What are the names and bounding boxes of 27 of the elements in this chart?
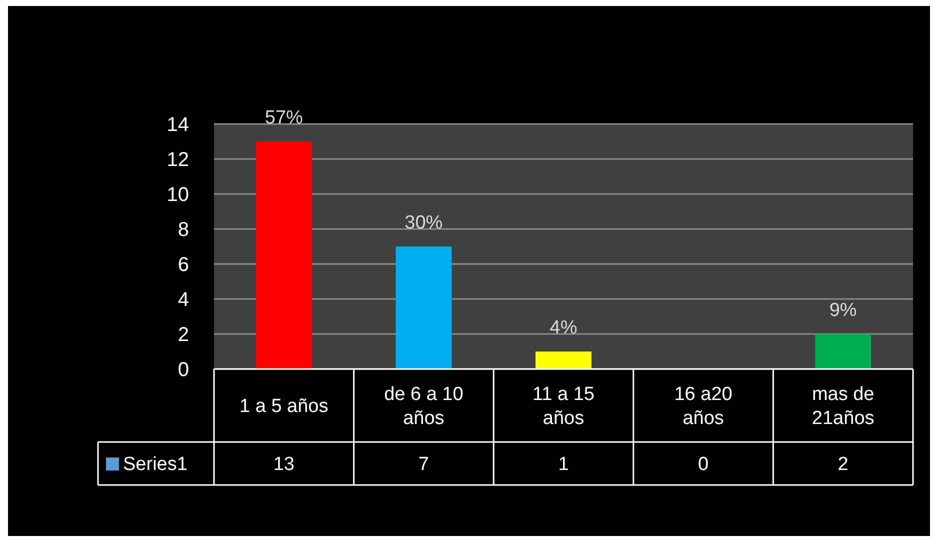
bar — [396, 246, 452, 369]
data-label: 2 — [838, 454, 848, 476]
x-tick-label: 11 a 15 años — [532, 384, 594, 430]
data-label: 7 — [418, 454, 429, 476]
data-label: 0 — [698, 454, 709, 476]
y-tick-label: 12 — [166, 149, 189, 171]
y-tick-label: 4 — [178, 289, 189, 311]
annotation: 30% — [404, 212, 443, 234]
annotation: 9% — [829, 300, 857, 321]
x-tick-label: 1 a 5 años — [240, 396, 328, 418]
bar — [536, 352, 592, 369]
x-tick-label: mas de 21años — [812, 384, 874, 430]
bar — [256, 142, 312, 369]
x-tick-label: 16 a20 años — [674, 384, 732, 430]
bar — [815, 334, 872, 369]
y-tick-label: 2 — [178, 324, 189, 346]
y-tick-label: 10 — [166, 184, 189, 206]
y-tick-label: 14 — [166, 114, 189, 136]
text: Series1 — [123, 454, 188, 476]
data-label: 13 — [273, 454, 294, 476]
data-label: 1 — [558, 454, 569, 476]
annotation: 4% — [550, 318, 578, 338]
x-tick-label: de 6 a 10 años — [384, 384, 464, 430]
annotation: 57% — [264, 108, 304, 128]
y-tick-label: 8 — [178, 219, 189, 241]
y-tick-label: 0 — [178, 359, 189, 381]
y-tick-label: 6 — [178, 254, 189, 276]
